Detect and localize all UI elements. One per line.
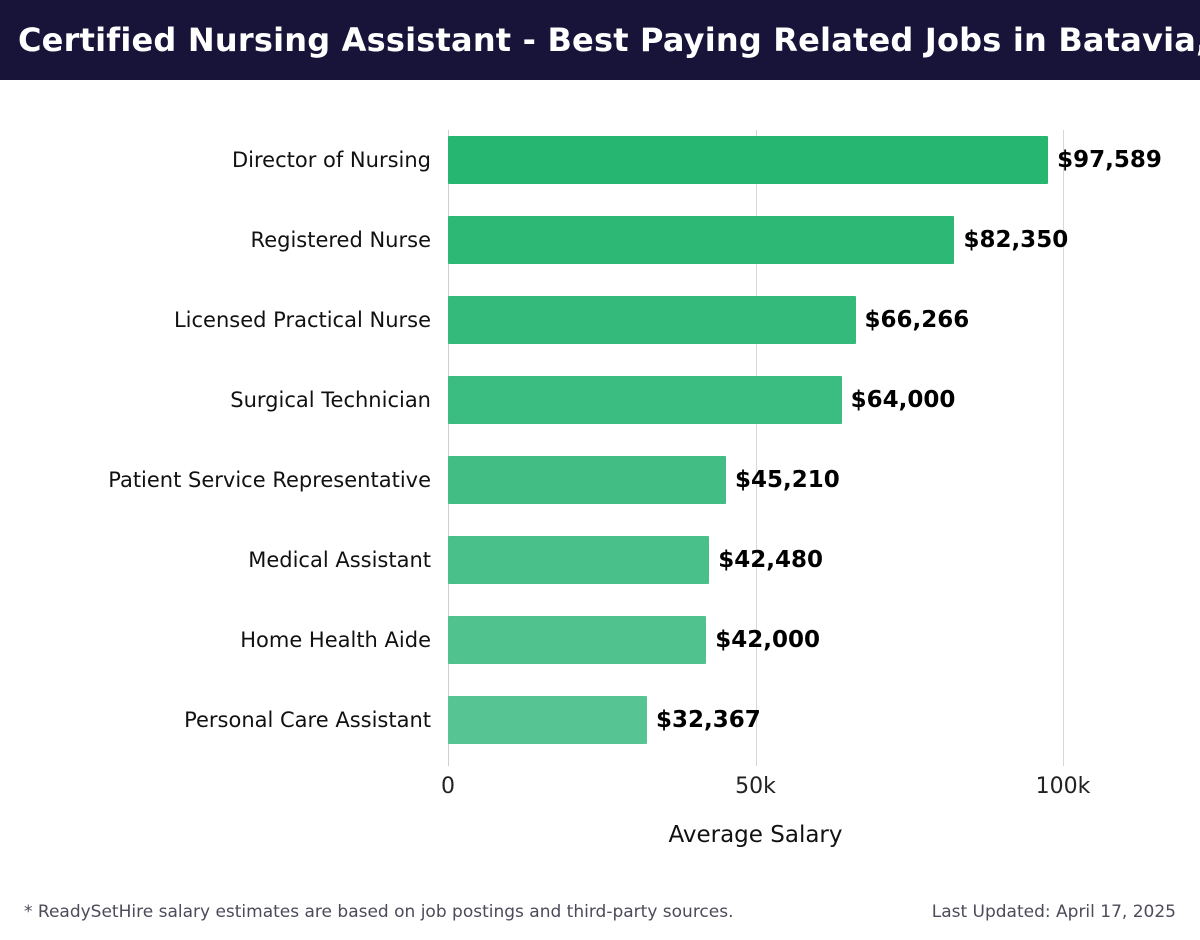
bar-value-label: $97,589 [1057, 147, 1162, 173]
x-axis-ticks: 0 50k 100k [441, 760, 1200, 808]
tick-label: 0 [441, 774, 455, 799]
bar-row: Personal Care Assistant $32,367 [0, 680, 1200, 760]
bar-chart: Director of Nursing $97,589 Registered Nur… [0, 120, 1200, 766]
category-label: Registered Nurse [250, 228, 431, 252]
bar-track: $42,000 [448, 600, 1200, 680]
bar [448, 456, 727, 504]
bar-track: $45,210 [448, 440, 1200, 520]
bar-value-label: $82,350 [963, 227, 1069, 253]
bar-row: Patient Service Representative $45,210 [0, 440, 1200, 520]
bar-track: $82,350 [448, 200, 1200, 280]
bar-value-label: $32,367 [656, 707, 761, 733]
x-axis-label: Average Salary [668, 822, 843, 848]
gridline-100k [1063, 130, 1064, 766]
chart-footer: * ReadySetHire salary estimates are base… [0, 902, 1200, 940]
bar-row: Director of Nursing $97,589 [0, 120, 1200, 200]
bar [448, 536, 710, 584]
bar-row: Medical Assistant $42,480 [0, 520, 1200, 600]
chart-header: Certified Nursing Assistant - Best Payin… [0, 0, 1200, 80]
category-label: Patient Service Representative [108, 468, 431, 492]
bar [448, 296, 856, 344]
category-label: Home Health Aide [240, 628, 431, 652]
category-label: Personal Care Assistant [184, 708, 431, 732]
bar-track: $64,000 [448, 360, 1200, 440]
bar-row: Home Health Aide $42,000 [0, 600, 1200, 680]
bar-value-label: $42,480 [718, 547, 824, 573]
last-updated: Last Updated: April 17, 2025 [931, 902, 1176, 922]
gridline-50k [755, 130, 757, 766]
bar-track: $97,589 [448, 120, 1200, 200]
category-label: Director of Nursing [231, 148, 431, 172]
bar [448, 616, 707, 664]
bar [448, 216, 955, 264]
bar-value-label: $66,266 [864, 307, 970, 333]
category-label: Surgical Technician [230, 388, 431, 412]
category-label: Licensed Practical Nurse [173, 308, 431, 332]
bar-value-label: $45,210 [735, 467, 840, 493]
bar [448, 136, 1049, 184]
bar-track: $42,480 [448, 520, 1200, 600]
bar-value-label: $42,000 [715, 627, 821, 653]
tick-label: 50k [735, 774, 776, 799]
bar-row: Surgical Technician $64,000 [0, 360, 1200, 440]
bar-track: $66,266 [448, 280, 1200, 360]
bar-row: Registered Nurse $82,350 [0, 200, 1200, 280]
bar [448, 696, 648, 744]
tick-label: 100k [1035, 774, 1091, 799]
source-disclaimer: * ReadySetHire salary estimates are base… [24, 902, 734, 922]
bar-track: $32,367 [448, 680, 1200, 760]
bar [448, 376, 842, 424]
category-label: Medical Assistant [248, 548, 431, 572]
gridline-0 [448, 130, 449, 766]
bar-value-label: $64,000 [850, 387, 956, 413]
chart-title: Certified Nursing Assistant - Best Payin… [18, 21, 1200, 59]
bar-row: Licensed Practical Nurse $66,266 [0, 280, 1200, 360]
